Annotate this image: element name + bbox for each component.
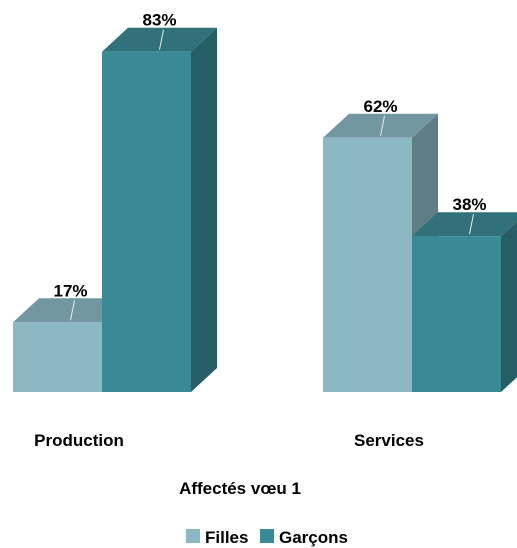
bar-top-face [412,212,517,237]
x-axis-title: Affectés vœu 1 [179,479,301,498]
bar-front-face [102,51,191,392]
legend-label-garcons: Garçons [279,528,348,547]
data-label-leader-line [70,300,75,321]
bar-top-face [13,298,128,323]
data-label-leader-line [159,29,164,50]
data-label-services-garcons: 38% [452,195,486,214]
bar-top-face [102,27,217,52]
bar-front-face [13,322,102,392]
data-label-production-filles: 17% [53,281,87,300]
bar-front-face [412,236,501,392]
data-label-leader-line [380,115,385,136]
category-label-production: Production [34,431,124,450]
data-label-production-garcons: 83% [142,11,176,30]
legend-swatch-filles [186,529,200,543]
bar-top-face [323,113,438,138]
data-label-leader-line [469,214,474,235]
legend-label-filles: Filles [205,528,248,547]
bar-front-face [323,137,412,392]
category-label-services: Services [354,431,424,450]
bars-layer [13,27,517,393]
bar-production-garcons [102,27,217,392]
data-label-services-filles: 62% [363,97,397,116]
legend-swatch-garcons [260,529,274,543]
bar-side-face [191,27,217,392]
bar-side-face [501,221,517,392]
legend: Filles Garçons [186,528,348,547]
labels-layer: 17% 83% 62% 38% [53,11,487,321]
bar-services-garcons [412,212,517,392]
